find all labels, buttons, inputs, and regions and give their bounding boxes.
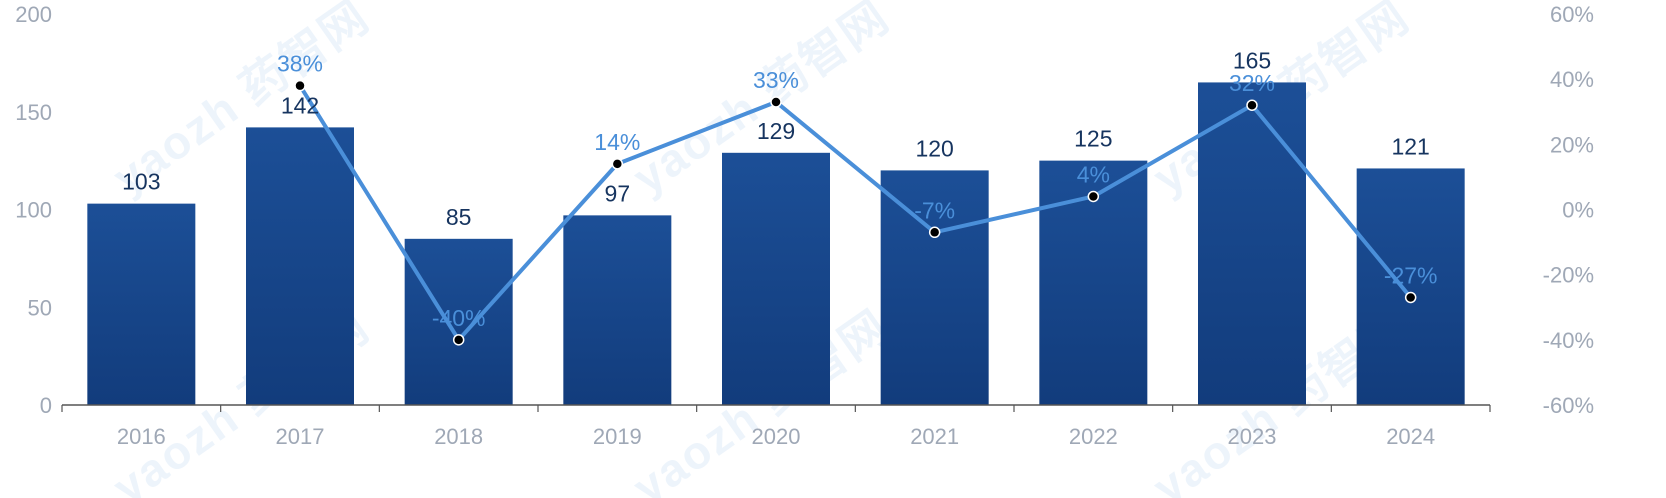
labels-layer: 103 142 85 97 129 120 125 165 121 38% -40% 14% 33% -7… [122, 47, 1437, 330]
bar-value-label-2019: 97 [605, 180, 631, 206]
x-tick-label-2019: 2019 [593, 424, 642, 449]
growth-value-label-2022: 4% [1077, 161, 1110, 187]
bar-value-label-2017: 142 [281, 92, 319, 118]
growth-point-2024 [1404, 291, 1417, 304]
y-right-tick-label-1: -40% [1543, 328, 1594, 353]
bar-2020 [722, 152, 830, 405]
y-left-tick-label-0: 0 [40, 393, 52, 418]
y-right-tick-label-0: -60% [1543, 393, 1594, 418]
bar-2023 [1198, 82, 1306, 406]
y-left-tick-label-3: 150 [15, 100, 52, 125]
x-tick-label-2022: 2022 [1069, 424, 1118, 449]
growth-line [298, 83, 1413, 342]
x-tick-label-2017: 2017 [276, 424, 325, 449]
x-tick-label-2018: 2018 [434, 424, 483, 449]
bar-2021 [880, 170, 989, 405]
y-right-tick-label-5: 40% [1550, 67, 1594, 92]
bar-value-label-2021: 120 [915, 135, 953, 161]
bar-2016 [87, 203, 196, 405]
bar-2018 [404, 238, 513, 405]
bar-2024 [1356, 168, 1465, 405]
growth-point-2022 [1087, 190, 1100, 203]
bar-value-label-2018: 85 [446, 204, 472, 230]
bar-value-label-2020: 129 [757, 118, 795, 144]
bar-value-label-2024: 121 [1391, 133, 1429, 159]
y-right-tick-label-2: -20% [1543, 263, 1594, 288]
growth-value-label-2018: -40% [432, 305, 486, 331]
bars-layer [87, 82, 1465, 406]
x-tick-label-2023: 2023 [1228, 424, 1277, 449]
bar-value-label-2016: 103 [122, 169, 160, 195]
growth-point-2018 [452, 334, 465, 346]
y-right-tick-label-4: 20% [1550, 132, 1594, 157]
y-left-tick-label-2: 100 [15, 198, 52, 223]
y-left-tick-label-4: 200 [15, 2, 52, 27]
x-tick-label-2020: 2020 [752, 424, 801, 449]
growth-point-2017 [294, 79, 306, 92]
growth-line-layer [294, 79, 1417, 346]
growth-value-label-2019: 14% [594, 129, 640, 155]
growth-value-label-2021: -7% [914, 197, 955, 223]
growth-point-2023 [1246, 99, 1258, 111]
y-right-tick-label-3: 0% [1562, 198, 1594, 223]
bar-2019 [563, 215, 672, 405]
growth-point-2019 [611, 158, 624, 170]
x-tick-label-2021: 2021 [910, 424, 959, 449]
growth-point-2021 [928, 226, 941, 239]
x-tick-label-2016: 2016 [117, 424, 166, 449]
x-tick-label-2024: 2024 [1386, 424, 1435, 449]
y-left-tick-label-1: 50 [28, 295, 52, 320]
growth-value-label-2017: 38% [277, 51, 323, 77]
bar-value-label-2022: 125 [1074, 126, 1112, 152]
growth-point-2020 [770, 96, 782, 108]
y-right-tick-label-6: 60% [1550, 2, 1594, 27]
bar-2017 [246, 127, 354, 405]
growth-value-label-2023: 32% [1229, 70, 1275, 96]
growth-value-label-2020: 33% [753, 67, 799, 93]
bar-value-label-2023: 165 [1233, 47, 1271, 73]
growth-value-label-2024: -27% [1384, 262, 1438, 288]
axes-layer: 2016 2017 2018 2019 2020 2021 2022 2023 2024 0 50 1… [15, 2, 1594, 449]
